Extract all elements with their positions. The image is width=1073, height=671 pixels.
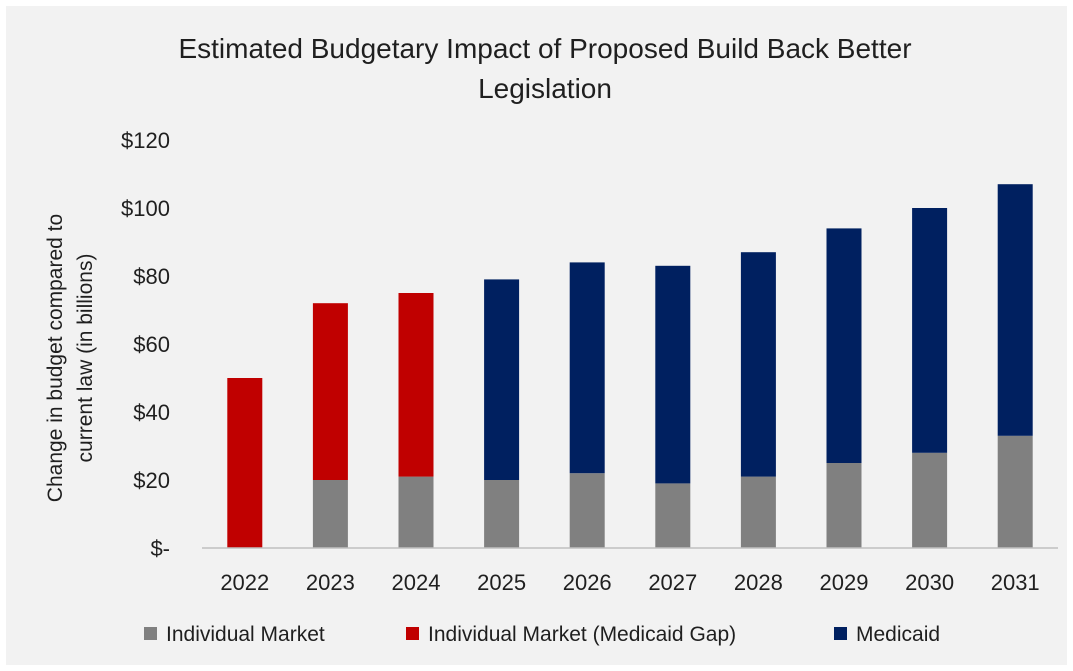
x-tick-label: 2027: [648, 570, 697, 595]
y-tick-label: $20: [133, 468, 170, 493]
bar-individual-market-2023: [312, 480, 348, 548]
bars: [227, 184, 1033, 548]
chart-title-line: Estimated Budgetary Impact of Proposed B…: [178, 33, 911, 64]
legend-label: Individual Market: [166, 623, 325, 646]
legend-item: Medicaid: [834, 623, 940, 646]
y-axis-label-line: Change in budget compared to: [44, 214, 67, 502]
legend-label: Medicaid: [856, 623, 940, 646]
x-tick-label: 2026: [563, 570, 612, 595]
bar-individual-market-2029: [826, 463, 862, 548]
y-tick-label: $40: [133, 400, 170, 425]
x-axis-ticks: 2022 2023 2024 2025 2026 2027 2028 2029 2030 2031: [220, 570, 1039, 595]
y-axis-label-line: current law (in billions): [74, 254, 97, 463]
chart-title-line: Legislation: [478, 73, 612, 104]
bar-medicaid-2025: [484, 279, 520, 480]
bar-medicaid-2027: [655, 265, 691, 484]
bar-individual-market-2027: [655, 483, 691, 548]
y-tick-label: $120: [121, 128, 170, 153]
x-tick-label: 2031: [991, 570, 1040, 595]
bar-medicaid-2031: [997, 184, 1033, 436]
legend-swatch: [406, 627, 419, 640]
bar-medicaid-2026: [569, 262, 605, 474]
bar-individual-market-2026: [569, 473, 605, 548]
bar-individual-market-2028: [740, 476, 776, 548]
y-tick-label: $80: [133, 264, 170, 289]
x-tick-label: 2025: [477, 570, 526, 595]
x-tick-label: 2030: [905, 570, 954, 595]
legend-item: Individual Market (Medicaid Gap): [406, 623, 736, 646]
chart-frame: [6, 6, 1067, 665]
x-tick-label: 2028: [734, 570, 783, 595]
chart-title: Estimated Budgetary Impact of Proposed B…: [178, 33, 911, 104]
y-tick-label: $-: [150, 536, 170, 561]
bar-individual-market-medicaid-gap-2023: [312, 303, 348, 480]
legend-item: Individual Market: [144, 623, 325, 646]
legend: Individual Market Individual Market (Medi…: [144, 623, 940, 646]
x-tick-label: 2029: [820, 570, 869, 595]
x-tick-label: 2024: [392, 570, 441, 595]
y-axis-ticks: $- $20 $40 $60 $80 $100 $120: [121, 128, 170, 561]
x-tick-label: 2023: [306, 570, 355, 595]
bar-medicaid-2030: [912, 208, 948, 453]
bar-individual-market-medicaid-gap-2024: [398, 293, 434, 477]
x-tick-label: 2022: [220, 570, 269, 595]
y-tick-label: $100: [121, 196, 170, 221]
legend-swatch: [834, 627, 847, 640]
bar-individual-market-medicaid-gap-2022: [227, 378, 263, 548]
legend-swatch: [144, 627, 157, 640]
y-axis-label: Change in budget compared to current law …: [44, 214, 97, 502]
bar-individual-market-2024: [398, 476, 434, 548]
y-tick-label: $60: [133, 332, 170, 357]
bar-individual-market-2030: [912, 452, 948, 548]
y-axis-label-text: Change in budget compared to current law …: [44, 214, 97, 502]
bar-individual-market-2031: [997, 435, 1033, 548]
legend-label: Individual Market (Medicaid Gap): [428, 623, 736, 646]
bar-medicaid-2028: [740, 252, 776, 477]
bar-individual-market-2025: [484, 480, 520, 548]
bar-medicaid-2029: [826, 228, 862, 463]
